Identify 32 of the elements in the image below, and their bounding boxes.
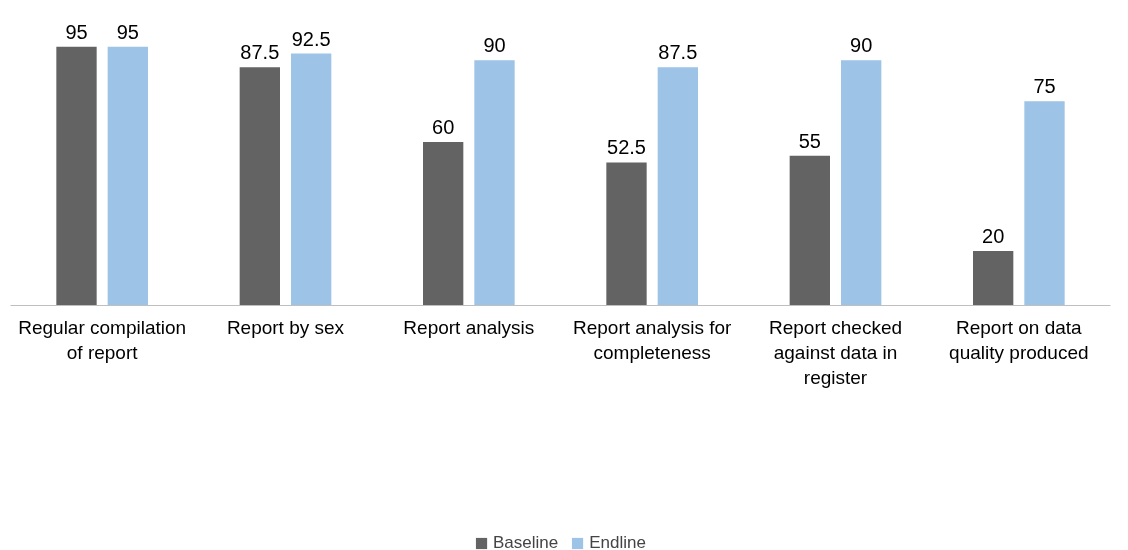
data-label: 20 [982,225,1005,248]
data-label: 92.5 [291,27,331,50]
bar [239,67,280,306]
bar [291,53,332,306]
legend-label: Endline [589,532,646,550]
bar [56,46,97,306]
x-tick-label: Regular compilation of report [18,316,187,363]
data-label: 90 [483,34,506,57]
data-label: 87.5 [658,41,698,64]
bar [973,251,1014,306]
bar [1024,101,1065,306]
bar [107,46,148,306]
bar [423,142,464,306]
data-label: 95 [65,20,88,43]
data-label: 55 [798,129,821,152]
data-label: 75 [1033,75,1056,98]
data-label: 52.5 [607,136,646,159]
data-label: 60 [432,116,455,139]
legend-label: Baseline [493,532,559,550]
bar [474,60,515,306]
data-label: 87.5 [240,41,280,64]
x-tick-label: Report on data quality produced [949,316,1089,363]
data-label: 95 [116,20,139,43]
x-tick-label: Report checked against data in register [768,316,903,388]
x-tick-label: Report by sex [226,316,345,338]
x-tick-label: Report analysis [403,316,535,338]
bar [657,67,698,306]
data-label: 90 [850,34,873,57]
bar [606,162,647,306]
bar [841,60,882,306]
bar [789,155,830,306]
x-tick-label: Report analysis for completeness [572,316,733,363]
